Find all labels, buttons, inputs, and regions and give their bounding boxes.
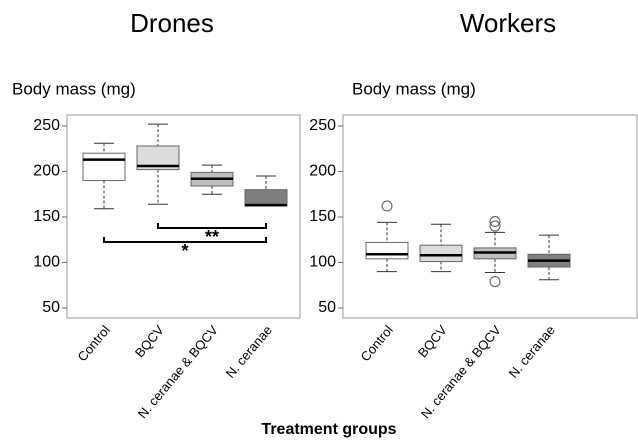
- y-axis-label: Body mass (mg): [12, 79, 136, 98]
- significance-label: **: [205, 227, 219, 247]
- x-tick-label: Control: [357, 322, 395, 364]
- plot-frame: [66, 114, 301, 319]
- y-tick-label: 150: [309, 208, 336, 225]
- y-tick-label: 200: [309, 163, 336, 180]
- x-axis-label: Treatment groups: [261, 421, 396, 438]
- y-tick-label: 150: [33, 208, 60, 225]
- outlier: [381, 200, 393, 212]
- outlier: [489, 220, 501, 232]
- y-tick-label: 100: [309, 254, 336, 271]
- x-tick-label: N. ceranae: [223, 322, 275, 380]
- outlier: [489, 276, 501, 288]
- x-tick-label: BQCV: [415, 322, 450, 360]
- box: [365, 241, 409, 260]
- box: [82, 152, 126, 182]
- box: [136, 145, 180, 171]
- x-tick-label: N. ceranae: [506, 322, 558, 380]
- y-tick-label: 200: [33, 163, 60, 180]
- plot-frame: [342, 114, 638, 319]
- y-axis-label: Body mass (mg): [352, 79, 476, 98]
- y-tick-label: 50: [42, 299, 60, 316]
- significance-bracket: [103, 237, 267, 243]
- significance-bracket: [157, 223, 267, 229]
- x-tick-label: Control: [74, 322, 112, 364]
- box: [419, 244, 463, 263]
- y-tick-label: 250: [33, 117, 60, 134]
- box: [244, 189, 288, 207]
- y-tick-label: 100: [33, 254, 60, 271]
- outlier: [489, 216, 501, 228]
- y-tick-label: 250: [309, 117, 336, 134]
- chart-title: Workers: [460, 8, 556, 38]
- chart-title: Drones: [130, 8, 214, 38]
- x-tick-label: BQCV: [132, 322, 167, 360]
- y-tick-label: 50: [318, 299, 336, 316]
- significance-label: *: [181, 241, 188, 261]
